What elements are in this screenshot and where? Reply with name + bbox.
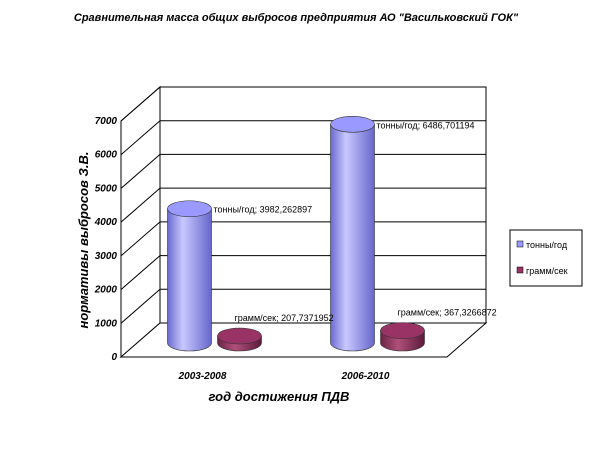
- gridline-side: [120, 221, 161, 257]
- x-axis-ticks: 2003-2008 2006-2010: [178, 371, 390, 382]
- chart-side-wall: [120, 85, 161, 359]
- bars: [167, 116, 425, 352]
- bar-b-gramm: [380, 322, 425, 352]
- bar-a-gramm: [217, 327, 262, 352]
- x-tick-label: 2003-2008: [178, 371, 227, 382]
- legend-label-tonny: тонны/год: [526, 240, 568, 250]
- bar-a-tonny: [167, 200, 212, 352]
- gridline-side: [120, 187, 161, 223]
- gridline-side: [120, 255, 161, 290]
- y-tick-label: 7000: [95, 116, 118, 127]
- y-tick-label: 3000: [95, 251, 118, 262]
- bar-b-gramm-top: [380, 322, 425, 339]
- y-axis-ticks: 0 1000 2000 3000 4000 5000 6000 7000: [94, 116, 118, 363]
- x-axis-label: год достижения ПДВ: [209, 389, 350, 404]
- data-label-tonny: тонны/год; 6486,701194: [377, 120, 475, 130]
- gridline-side: [120, 120, 161, 156]
- gridlines: [120, 86, 486, 324]
- bar-b-tonny-body: [330, 124, 375, 352]
- gridline-side: [120, 154, 161, 189]
- y-tick-label: 4000: [94, 217, 118, 228]
- y-tick-label: 0: [111, 352, 117, 363]
- gridline-side: [120, 86, 161, 122]
- data-label-gramm: грамм/сек; 367,3266872: [398, 308, 497, 318]
- legend-swatch-tonny: [516, 240, 524, 248]
- y-tick-label: 5000: [95, 183, 118, 194]
- bar-a-tonny-top: [167, 200, 212, 218]
- bar-b-tonny-top: [330, 116, 375, 133]
- data-label-gramm: грамм/сек; 207,7371952: [235, 313, 334, 323]
- bar-a-gramm-top: [217, 327, 262, 345]
- gridline-side: [120, 288, 161, 324]
- y-tick-label: 2000: [94, 285, 118, 296]
- chart-title: Сравнительная масса общих выбросов предп…: [74, 12, 519, 24]
- legend-box: [509, 229, 583, 287]
- legend-label-gramm: грамм/сек: [526, 266, 568, 276]
- bar-b-tonny: [330, 116, 375, 352]
- legend-swatch-gramm: [516, 266, 524, 274]
- y-tick-label: 6000: [95, 150, 118, 161]
- y-axis-label: нормативы выбросов З.В.: [76, 152, 91, 329]
- data-labels: тонны/год; 3982,262897 грамм/сек; 207,737…: [214, 120, 497, 323]
- x-tick-label: 2006-2010: [341, 371, 390, 382]
- bar-a-tonny-body: [167, 208, 212, 352]
- legend: тонны/год грамм/сек: [509, 229, 583, 287]
- y-tick-label: 1000: [95, 318, 118, 329]
- data-label-tonny: тонны/год; 3982,262897: [214, 205, 313, 215]
